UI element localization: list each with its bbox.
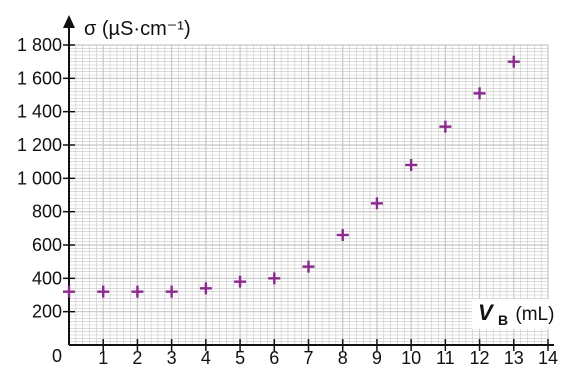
x-axis-title-background bbox=[472, 299, 554, 329]
x-axis-title-subscript: B bbox=[498, 312, 508, 328]
data-point bbox=[234, 275, 247, 288]
x-tick-label: 6 bbox=[269, 348, 279, 365]
x-axis-title: V B (mL) bbox=[478, 300, 554, 330]
data-point bbox=[97, 285, 110, 298]
y-tick-label: 600 bbox=[32, 235, 62, 255]
x-tick-label: 4 bbox=[201, 348, 211, 365]
data-point bbox=[131, 285, 144, 298]
origin-label: 0 bbox=[52, 346, 62, 365]
x-axis-ticks: 1 2 3 4 5 6 7 8 9 10 11 12 13 14 bbox=[98, 339, 558, 365]
data-points bbox=[63, 55, 520, 298]
y-axis-title: σ (µS·cm⁻¹) bbox=[84, 18, 191, 40]
data-point bbox=[165, 285, 178, 298]
y-tick-label: 1 800 bbox=[17, 35, 62, 55]
x-tick-label: 10 bbox=[401, 348, 421, 365]
x-axis-title-unit: (mL) bbox=[515, 304, 554, 325]
x-tick-label: 13 bbox=[504, 348, 524, 365]
y-axis-ticks: 200 400 600 800 1 000 1 200 1 400 1 600 1 800 bbox=[17, 35, 75, 322]
y-tick-label: 1 200 bbox=[17, 135, 62, 155]
y-axis-arrow-icon bbox=[63, 15, 75, 28]
x-tick-label: 9 bbox=[372, 348, 382, 365]
data-point bbox=[507, 55, 520, 68]
data-point bbox=[370, 197, 383, 210]
x-tick-label: 5 bbox=[235, 348, 245, 365]
data-point bbox=[63, 285, 75, 298]
data-point bbox=[439, 120, 452, 133]
data-point bbox=[405, 159, 418, 171]
grid bbox=[68, 44, 549, 346]
data-point bbox=[336, 229, 349, 241]
x-tick-label: 3 bbox=[167, 348, 177, 365]
y-tick-label: 1 600 bbox=[17, 68, 62, 88]
x-tick-label: 11 bbox=[436, 348, 455, 365]
data-point bbox=[473, 87, 486, 100]
x-tick-label: 12 bbox=[470, 348, 490, 365]
data-point bbox=[302, 260, 315, 273]
y-tick-label: 1 000 bbox=[17, 168, 62, 188]
y-tick-label: 200 bbox=[32, 302, 62, 322]
y-tick-label: 1 400 bbox=[17, 102, 62, 122]
y-tick-label: 400 bbox=[32, 268, 62, 288]
x-tick-label: 7 bbox=[303, 348, 313, 365]
x-tick-label: 2 bbox=[132, 348, 142, 365]
x-tick-label: 8 bbox=[338, 348, 348, 365]
x-axis-title-variable: V bbox=[478, 300, 495, 325]
data-point bbox=[199, 282, 212, 295]
data-point bbox=[268, 272, 281, 285]
x-tick-label: 14 bbox=[538, 348, 558, 365]
y-tick-label: 800 bbox=[32, 202, 62, 222]
x-tick-label: 1 bbox=[98, 348, 108, 365]
